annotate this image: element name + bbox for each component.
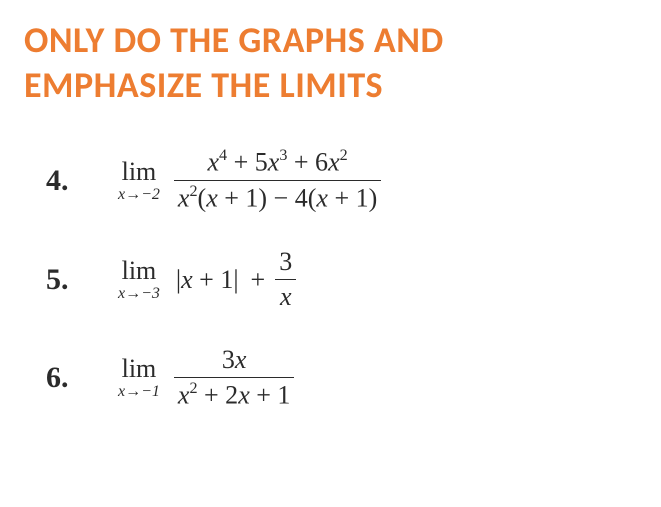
problem-number: 5. <box>24 263 118 297</box>
problem-list: 4. lim x→−2 x4 + 5x3 + 6x2 x2(x + 1) − 4… <box>24 148 637 411</box>
limit-text: lim <box>122 258 157 284</box>
limit-text: lim <box>122 159 157 185</box>
fraction: 3x x2 + 2x + 1 <box>174 346 295 411</box>
fraction-bar <box>174 180 381 181</box>
limit-operator: lim x→−3 <box>118 258 160 302</box>
plus-sign: + <box>249 265 268 295</box>
fraction-bar <box>174 377 295 378</box>
limit-subscript: x→−3 <box>118 286 160 302</box>
problem-expression: lim x→−3 |x + 1| + 3 x <box>118 248 296 312</box>
numerator: 3x <box>218 346 251 375</box>
problem-expression: lim x→−1 3x x2 + 2x + 1 <box>118 346 294 411</box>
problem-number: 4. <box>24 164 118 198</box>
page: ONLY DO THE GRAPHS AND EMPHASIZE THE LIM… <box>0 0 661 463</box>
problem-4: 4. lim x→−2 x4 + 5x3 + 6x2 x2(x + 1) − 4… <box>24 148 637 214</box>
limit-subscript: x→−1 <box>118 384 160 400</box>
absolute-value-term: |x + 1| <box>174 265 241 295</box>
problem-6: 6. lim x→−1 3x x2 + 2x + 1 <box>24 346 637 411</box>
limit-operator: lim x→−1 <box>118 356 160 400</box>
limit-subscript: x→−2 <box>118 187 160 203</box>
numerator: x4 + 5x3 + 6x2 <box>204 148 352 177</box>
headline-line-1: ONLY DO THE GRAPHS AND <box>24 18 637 63</box>
denominator: x <box>276 283 296 312</box>
problem-expression: lim x→−2 x4 + 5x3 + 6x2 x2(x + 1) − 4(x … <box>118 148 381 214</box>
instruction-headline: ONLY DO THE GRAPHS AND EMPHASIZE THE LIM… <box>24 18 637 108</box>
denominator: x2(x + 1) − 4(x + 1) <box>174 184 381 213</box>
problem-5: 5. lim x→−3 |x + 1| + 3 x <box>24 248 637 312</box>
fraction: x4 + 5x3 + 6x2 x2(x + 1) − 4(x + 1) <box>174 148 381 214</box>
denominator: x2 + 2x + 1 <box>174 381 295 410</box>
fraction-bar <box>275 279 296 280</box>
limit-operator: lim x→−2 <box>118 159 160 203</box>
limit-text: lim <box>122 356 157 382</box>
problem-number: 6. <box>24 361 118 395</box>
fraction: 3 x <box>275 248 296 312</box>
numerator: 3 <box>275 248 296 277</box>
headline-line-2: EMPHASIZE THE LIMITS <box>24 63 637 108</box>
